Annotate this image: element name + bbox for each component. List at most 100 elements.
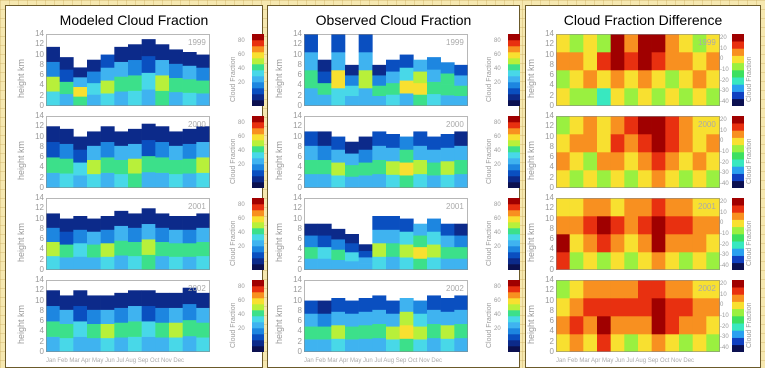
heatmap-cell <box>679 52 693 71</box>
year-label: 2001 <box>698 202 716 211</box>
plot-frame <box>304 198 468 270</box>
heatmap-cell <box>100 295 115 310</box>
heatmap-cell <box>427 337 441 352</box>
heatmap-cell <box>331 175 346 188</box>
colorbar-segment <box>252 116 264 123</box>
heatmap-cell <box>597 34 611 53</box>
heatmap-cell <box>196 307 210 323</box>
heatmap-cell <box>692 280 707 299</box>
heatmap-cell <box>638 116 652 135</box>
x-month-labels: Jan Feb Mar Apr May Jun Jul Aug Sep Oct … <box>304 358 443 364</box>
heatmap-cell <box>665 88 680 106</box>
y-tick-label: 4 <box>39 244 44 254</box>
colorbar-tick-label: 80 <box>494 120 501 126</box>
plot-frame <box>46 116 210 188</box>
y-tick-label: 0 <box>549 101 554 110</box>
heatmap-cell <box>169 322 183 338</box>
colorbar-tick-label: 20 <box>238 80 245 86</box>
y-tick-label: 14 <box>293 275 302 284</box>
y-tick-label: 10 <box>293 213 302 223</box>
heatmap-cell <box>73 136 88 150</box>
heatmap-cell <box>413 235 428 248</box>
heatmap-cell <box>128 336 142 352</box>
heatmap-cell <box>569 152 584 171</box>
y-tick-label: 12 <box>293 121 302 131</box>
colorbar-segment <box>732 152 744 160</box>
y-tick-label: 12 <box>35 203 44 213</box>
colorbar-label: Cloud Fraction <box>486 302 493 348</box>
heatmap-cell <box>624 280 639 299</box>
heatmap-cell <box>317 59 332 72</box>
heatmap-cell <box>597 88 611 106</box>
heatmap-cell <box>706 170 720 188</box>
y-tick-label: 4 <box>297 244 302 254</box>
heatmap-cell <box>317 82 332 95</box>
heatmap-cell <box>155 126 170 143</box>
heatmap-cell <box>317 145 332 161</box>
heatmap-cell <box>169 307 183 323</box>
colorbar-tick-label: 40 <box>238 66 245 72</box>
heatmap-cell <box>440 147 455 162</box>
colorbar-segment <box>508 316 520 323</box>
heatmap-cell <box>440 298 455 312</box>
y-tick-label: 14 <box>293 111 302 120</box>
colorbar-segment <box>252 164 264 171</box>
heatmap-cell <box>610 88 625 106</box>
heatmap-cell <box>358 244 373 252</box>
heatmap-cell <box>399 338 414 352</box>
heatmap-cell <box>624 52 639 71</box>
heatmap-cell <box>59 337 74 352</box>
heatmap-cell <box>386 300 400 314</box>
colorbar-segment <box>508 198 520 205</box>
heatmap-cell <box>440 62 455 74</box>
heatmap-cell <box>372 75 387 86</box>
heatmap-cell <box>706 88 720 106</box>
colorbar-segment <box>732 212 744 220</box>
heatmap-panel-1999 <box>556 34 720 106</box>
colorbar-segment <box>732 41 744 49</box>
heatmap-cell <box>46 290 60 307</box>
heatmap-cell <box>114 337 129 352</box>
heatmap-cell <box>155 141 170 158</box>
heatmap-cell <box>73 229 88 244</box>
colorbar <box>732 34 744 106</box>
heatmap-panel-2002 <box>556 280 720 352</box>
heatmap-cell <box>358 70 373 89</box>
y-tick-label: 8 <box>297 59 302 69</box>
heatmap-panel-2000 <box>556 116 720 188</box>
y-tick-label: 10 <box>545 131 554 141</box>
heatmap-cell <box>141 305 156 322</box>
heatmap-cell <box>597 170 611 188</box>
heatmap-cell <box>114 292 129 308</box>
heatmap-cell <box>358 311 373 326</box>
heatmap-cell <box>59 218 74 232</box>
heatmap-cell <box>610 116 625 135</box>
heatmap-cell <box>597 116 611 135</box>
colorbar-segment <box>252 234 264 241</box>
colorbar-label: Cloud Fraction <box>230 56 237 102</box>
heatmap-cell <box>427 295 441 310</box>
heatmap-cell <box>386 59 400 72</box>
heatmap-cell <box>399 298 414 312</box>
heatmap-cell <box>556 334 570 352</box>
heatmap-cell <box>114 91 129 106</box>
heatmap-cell <box>73 243 88 257</box>
heatmap-cell <box>665 152 680 171</box>
heatmap-cell <box>399 149 414 163</box>
colorbar-label: Cloud Fraction <box>230 220 237 266</box>
heatmap-cell <box>128 213 142 228</box>
heatmap-cell <box>331 239 346 250</box>
heatmap-cell <box>169 229 183 244</box>
colorbar-tick-label: -30 <box>720 170 729 177</box>
heatmap-cell <box>87 295 101 310</box>
y-tick-label: 2 <box>39 336 44 346</box>
colorbar-tick-label: 0 <box>720 302 724 309</box>
heatmap-cell <box>440 73 455 85</box>
y-tick-label: 6 <box>297 234 302 244</box>
heatmap-cell <box>610 216 625 235</box>
heatmap-cell <box>556 134 570 153</box>
colorbar <box>732 198 744 270</box>
colorbar-segment <box>508 298 520 305</box>
heatmap-cell <box>141 208 156 225</box>
heatmap-cell <box>427 149 441 163</box>
